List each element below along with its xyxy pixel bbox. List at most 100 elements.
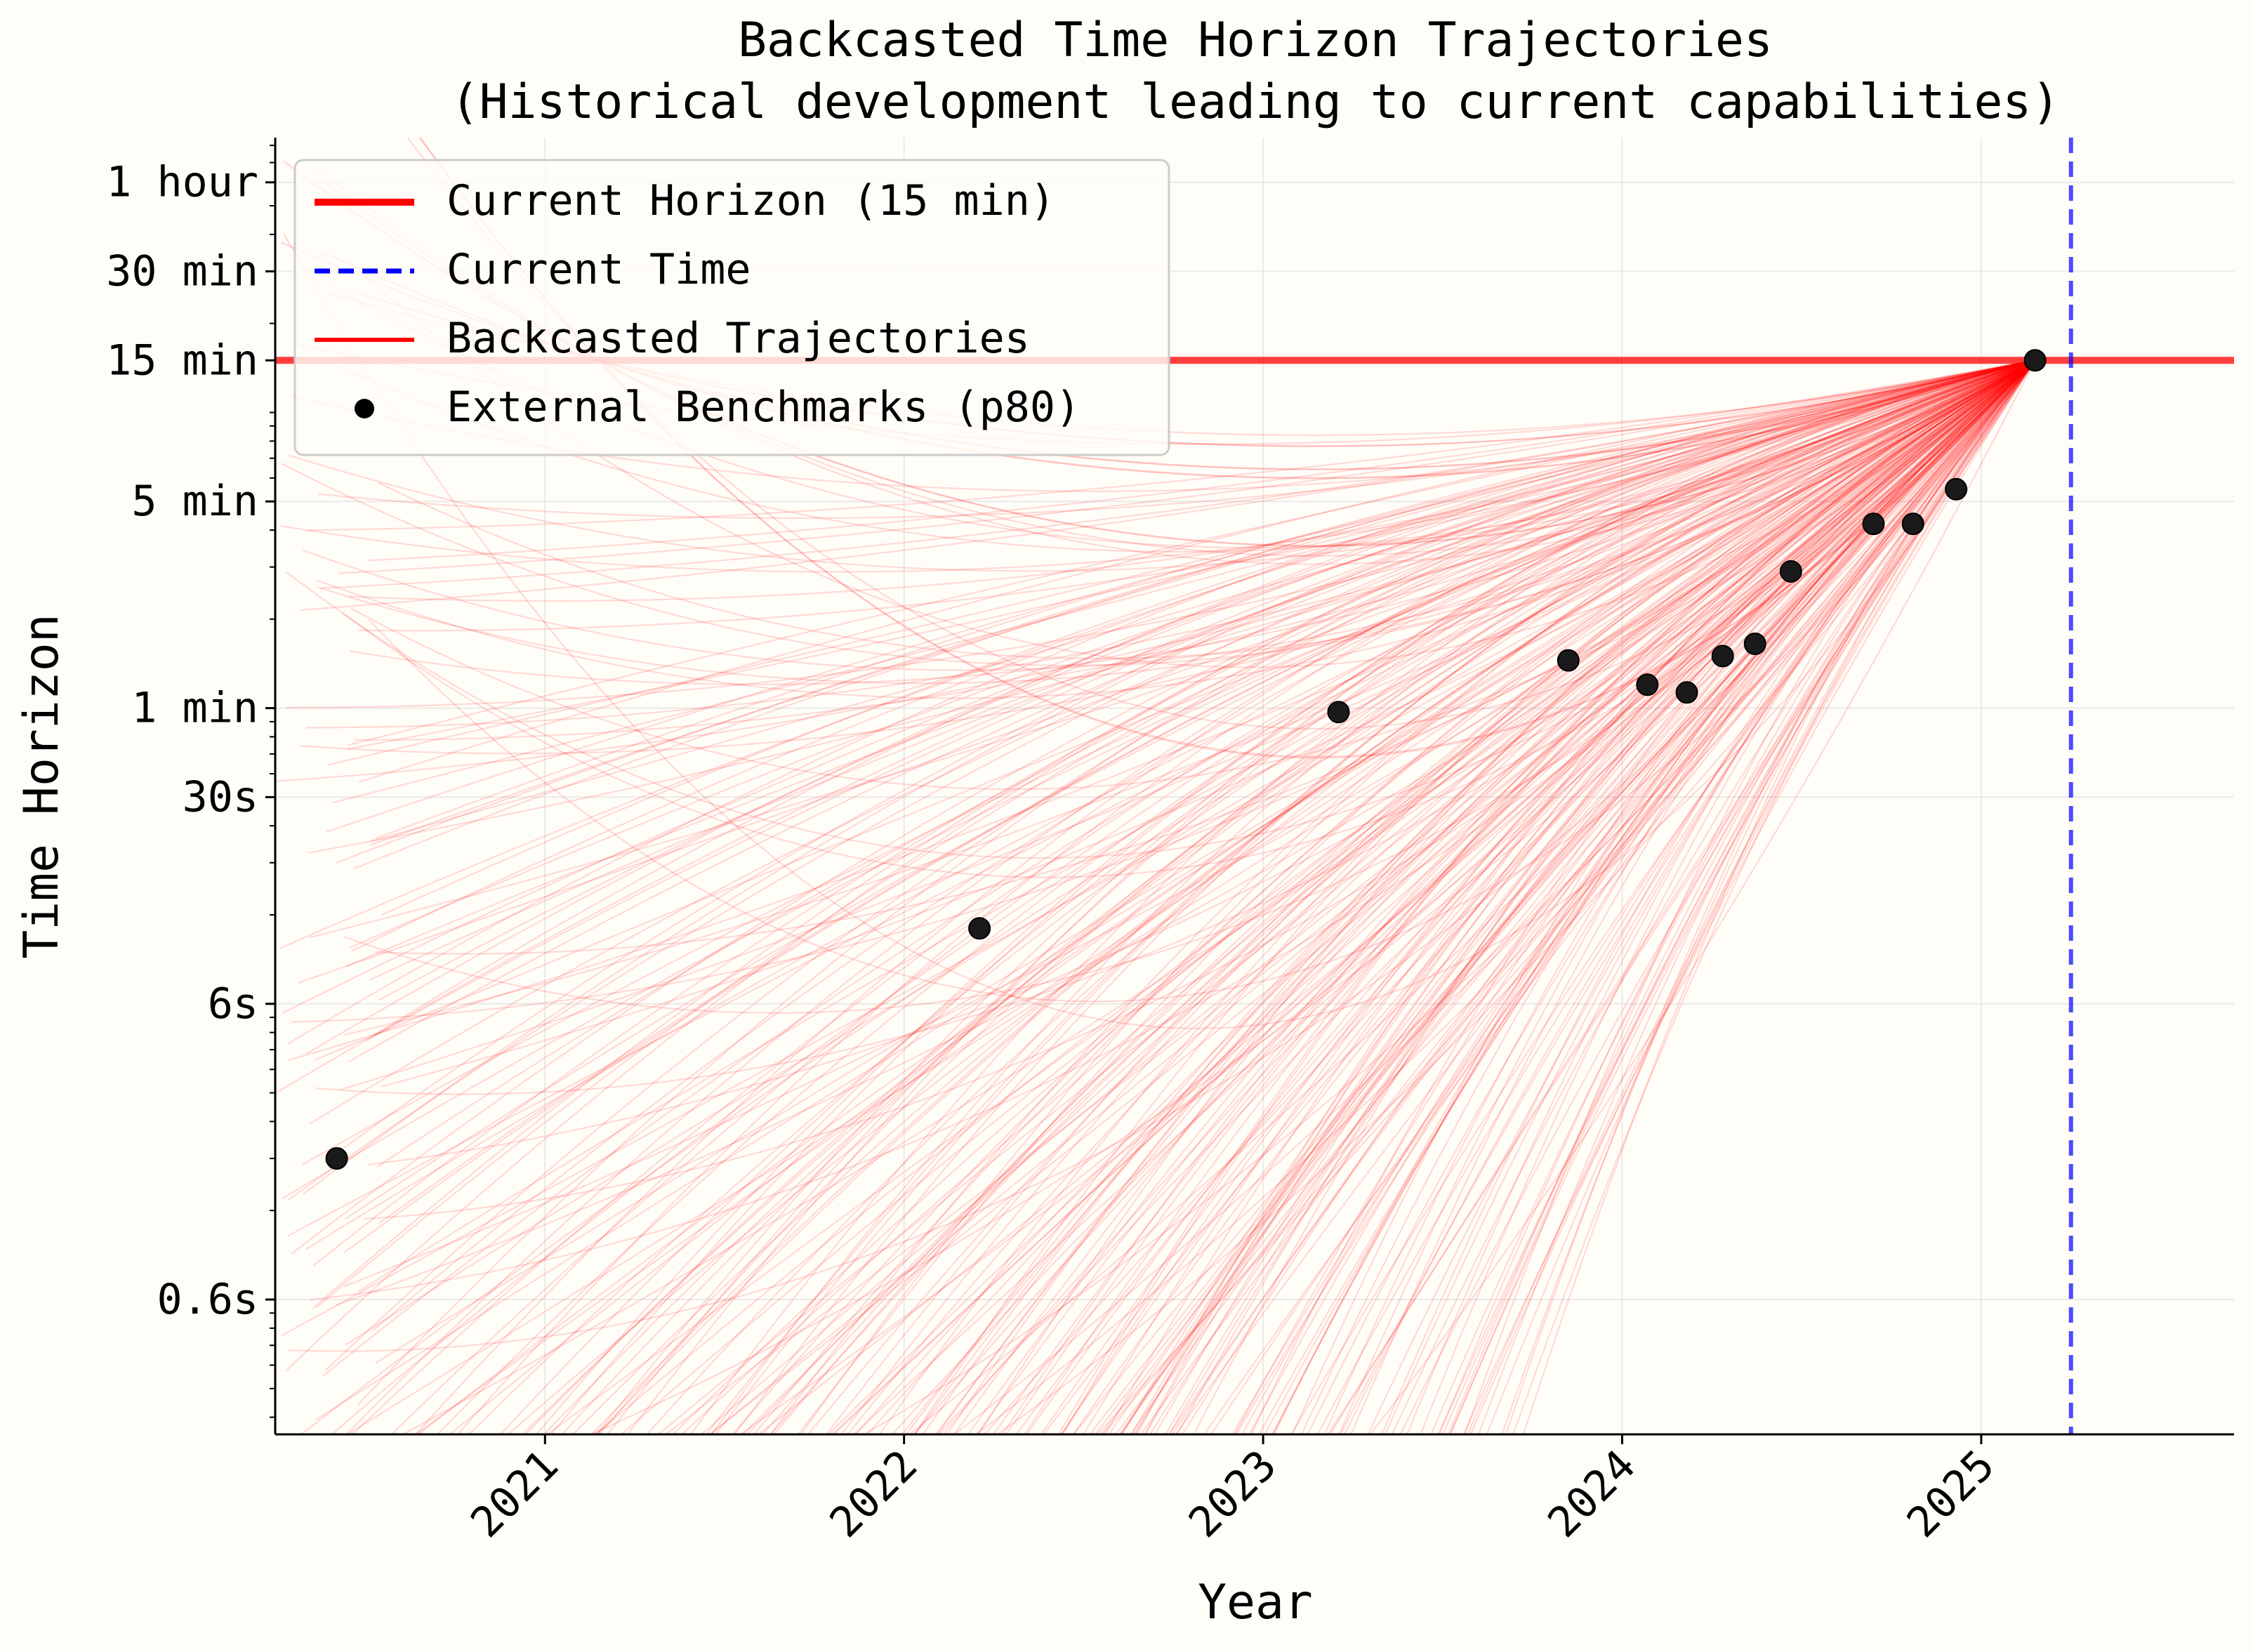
trajectory-line bbox=[326, 359, 2035, 833]
trajectory-line bbox=[390, 359, 2035, 1434]
trajectory-line bbox=[368, 359, 2036, 1003]
trajectory-line bbox=[733, 359, 2035, 1434]
y-tick-label: 1 min bbox=[131, 684, 258, 733]
trajectory-line bbox=[327, 359, 2035, 766]
trajectory-line bbox=[937, 359, 2036, 1434]
trajectory-line bbox=[1043, 359, 2036, 1434]
trajectory-line bbox=[913, 359, 2036, 1434]
trajectory-line bbox=[753, 359, 2036, 1434]
trajectory-line bbox=[901, 359, 2036, 1434]
trajectory-line bbox=[1164, 359, 2036, 1434]
trajectory-line bbox=[1121, 359, 2036, 1434]
trajectory-line bbox=[1026, 359, 2036, 1434]
trajectory-line bbox=[1168, 359, 2036, 1434]
trajectory-line bbox=[590, 359, 2036, 1434]
trajectory-line bbox=[315, 359, 2036, 1095]
trajectory-line bbox=[308, 359, 2035, 854]
y-tick-label: 30 min bbox=[106, 246, 258, 296]
trajectory-line bbox=[436, 359, 2035, 1434]
trajectory-line bbox=[1505, 359, 2036, 1434]
trajectory-line bbox=[700, 359, 2036, 1434]
trajectory-line bbox=[1449, 359, 2036, 1434]
trajectory-line bbox=[866, 359, 2036, 1434]
trajectory-line bbox=[1300, 359, 2036, 1434]
benchmark-points bbox=[325, 349, 2047, 1170]
trajectory-line bbox=[1522, 359, 2036, 1434]
trajectory-line bbox=[305, 359, 2036, 729]
benchmark-point bbox=[968, 917, 991, 940]
benchmark-point bbox=[1636, 673, 1659, 696]
trajectory-line bbox=[318, 359, 2035, 520]
trajectory-line bbox=[414, 359, 2035, 1434]
trajectory-line bbox=[357, 359, 2035, 1406]
trajectory-line bbox=[1102, 359, 2036, 1434]
trajectory-line bbox=[1384, 359, 2036, 1434]
trajectory-line bbox=[351, 359, 2035, 1434]
trajectory-line bbox=[1338, 359, 2036, 1434]
trajectory-line bbox=[371, 359, 2035, 1332]
trajectory-line bbox=[369, 279, 2036, 668]
trajectory-line bbox=[340, 359, 2036, 1091]
trajectory-line bbox=[276, 359, 2036, 782]
trajectory-line bbox=[345, 359, 2036, 1434]
trajectory-line bbox=[689, 359, 2035, 1434]
benchmark-point bbox=[1945, 477, 1968, 501]
trajectory-line bbox=[1369, 359, 2036, 1434]
y-tick-label: 6s bbox=[208, 979, 258, 1029]
trajectory-line bbox=[739, 359, 2036, 1434]
trajectory-line bbox=[1083, 359, 2036, 1434]
trajectory-line bbox=[543, 359, 2036, 1434]
trajectory-line bbox=[344, 359, 2036, 1036]
trajectory-line bbox=[378, 359, 2035, 1224]
trajectory-line bbox=[1328, 359, 2036, 1434]
trajectory-line bbox=[852, 359, 2036, 1434]
trajectory-line bbox=[286, 359, 2036, 709]
trajectory-line bbox=[350, 359, 2036, 791]
trajectory-line bbox=[974, 359, 2036, 1434]
trajectory-line bbox=[371, 359, 2035, 842]
trajectory-line bbox=[299, 359, 2036, 755]
trajectory-line bbox=[368, 359, 2036, 1166]
chart-title-line1: Backcasted Time Horizon Trajectories bbox=[738, 13, 1773, 68]
trajectory-line bbox=[946, 359, 2036, 1434]
trajectory-line bbox=[664, 359, 2036, 1434]
trajectory-line bbox=[320, 359, 2035, 589]
trajectory-line bbox=[571, 359, 2036, 1434]
trajectory-line bbox=[345, 359, 2035, 1220]
trajectory-line bbox=[338, 359, 2035, 574]
trajectory-line bbox=[1327, 359, 2036, 1434]
trajectory-line bbox=[1001, 359, 2036, 1434]
trajectory-line bbox=[742, 359, 2036, 1434]
trajectory-line bbox=[671, 359, 2036, 1434]
benchmark-point bbox=[325, 1147, 348, 1170]
trajectory-line bbox=[371, 359, 2035, 846]
trajectory-line bbox=[1430, 359, 2036, 1434]
trajectory-line bbox=[369, 359, 2035, 981]
trajectory-line bbox=[1015, 359, 2036, 1434]
trajectory-line bbox=[286, 359, 2036, 1352]
chart-title-line2: (Historical development leading to curre… bbox=[451, 74, 2061, 130]
y-tick-label: 0.6s bbox=[157, 1275, 259, 1324]
legend: Current Horizon (15 min) Current Time Ba… bbox=[293, 159, 1170, 456]
trajectory-line bbox=[315, 359, 2036, 699]
trajectory-line bbox=[345, 359, 2035, 967]
benchmark-point bbox=[1327, 701, 1350, 724]
benchmark-point bbox=[2023, 349, 2047, 372]
trajectory-line bbox=[301, 359, 2035, 1166]
trajectory-line bbox=[1108, 359, 2036, 1434]
trajectory-line bbox=[1463, 359, 2036, 1434]
trajectory-line bbox=[984, 359, 2036, 1434]
trajectory-line bbox=[1381, 359, 2036, 1434]
trajectory-line bbox=[282, 359, 2035, 1014]
trajectory-line bbox=[302, 359, 2036, 1434]
trajectory-line bbox=[921, 359, 2036, 1434]
trajectory-line bbox=[1154, 359, 2036, 1434]
trajectory-line bbox=[1241, 359, 2036, 1434]
trajectory-line bbox=[913, 359, 2036, 1434]
benchmark-point bbox=[1862, 513, 1885, 536]
trajectory-line bbox=[1248, 359, 2036, 1434]
trajectory-line bbox=[286, 359, 2036, 859]
trajectory-line bbox=[827, 359, 2036, 1434]
trajectory-line bbox=[279, 359, 2035, 949]
trajectory-line bbox=[456, 359, 2035, 1434]
